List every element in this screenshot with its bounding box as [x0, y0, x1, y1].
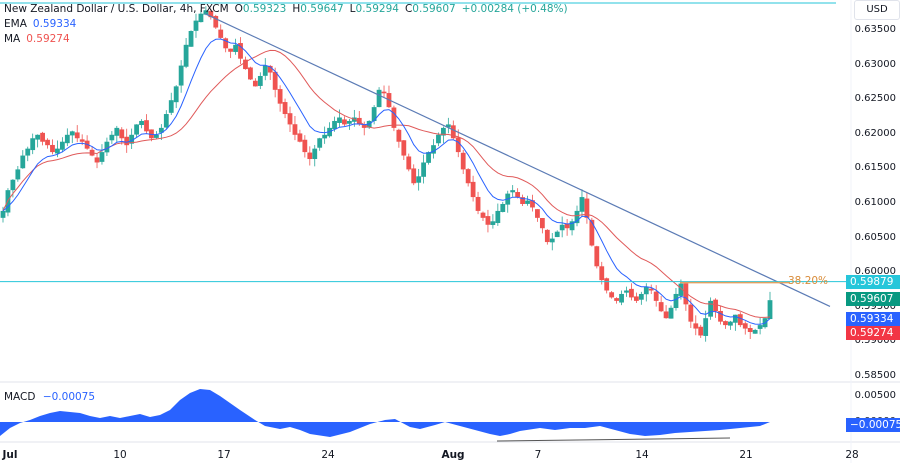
macd-value-tag: −0.00075 [846, 418, 900, 432]
time-label: 10 [113, 449, 127, 461]
ohlc-close: C0.59607 [404, 3, 456, 15]
time-label: 21 [739, 449, 753, 461]
time-label: 7 [534, 449, 542, 461]
price-tick: 0.61500 [854, 162, 896, 174]
price-tick: 0.58500 [854, 370, 896, 381]
ema-legend[interactable]: EMA 0.59334 [4, 17, 568, 32]
fib-label: 38.20% [788, 274, 829, 287]
time-label: 14 [635, 449, 649, 461]
price-tick: 0.59500 [854, 300, 896, 312]
macd-tick-0005: 0.00500 [854, 390, 896, 401]
price-tick: 0.60000 [854, 266, 896, 278]
chart-legend: New Zealand Dollar / U.S. Dollar, 4h, FX… [4, 2, 568, 47]
time-label: 17 [217, 449, 231, 461]
price-tick: 0.62000 [854, 127, 896, 139]
ohlc-high: H0.59647 [292, 3, 344, 15]
ohlc-row: New Zealand Dollar / U.S. Dollar, 4h, FX… [4, 2, 568, 17]
price-tick: 0.63500 [854, 24, 896, 35]
currency-button[interactable]: USD [854, 0, 900, 20]
ohlc-open: O0.59323 [234, 3, 287, 15]
macd-value: −0.00075 [42, 391, 96, 403]
macd-legend[interactable]: MACD −0.00075 [4, 391, 95, 403]
ma-legend[interactable]: MA 0.59274 [4, 32, 568, 47]
last-price-tag: 0.59607 [846, 292, 900, 306]
ema-label: EMA [4, 18, 27, 30]
ma-label: MA [4, 33, 21, 45]
time-label: 28 [845, 449, 859, 461]
ema-line [2, 38, 771, 325]
time-label: Jul [2, 449, 18, 461]
macd-divergence-line[interactable] [496, 437, 731, 442]
ma-line [2, 49, 771, 318]
macd-histogram-area [0, 389, 770, 437]
ema-price-tag: 0.59334 [846, 312, 900, 326]
ohlc-change: +0.00284 (+0.48%) [461, 3, 568, 15]
descending-trendline[interactable] [204, 13, 831, 307]
time-label: Aug [441, 449, 465, 461]
price-tick: 0.60500 [854, 231, 896, 243]
ema-value: 0.59334 [32, 18, 77, 30]
macd-label: MACD [4, 391, 36, 403]
price-tick: 0.61000 [854, 197, 896, 208]
ohlc-low: L0.59294 [349, 3, 399, 15]
time-label: 24 [321, 449, 335, 461]
candlestick-series [0, 6, 773, 342]
fib-price-tag: 0.59879 [846, 274, 900, 289]
price-tick: 0.62500 [854, 93, 896, 105]
symbol-title[interactable]: New Zealand Dollar / U.S. Dollar, 4h, FX… [4, 3, 229, 15]
ma-price-tag: 0.59274 [846, 326, 900, 340]
price-tick: 0.63000 [854, 58, 896, 70]
price-tick: 0.59000 [854, 335, 896, 347]
ma-value: 0.59274 [26, 33, 70, 45]
